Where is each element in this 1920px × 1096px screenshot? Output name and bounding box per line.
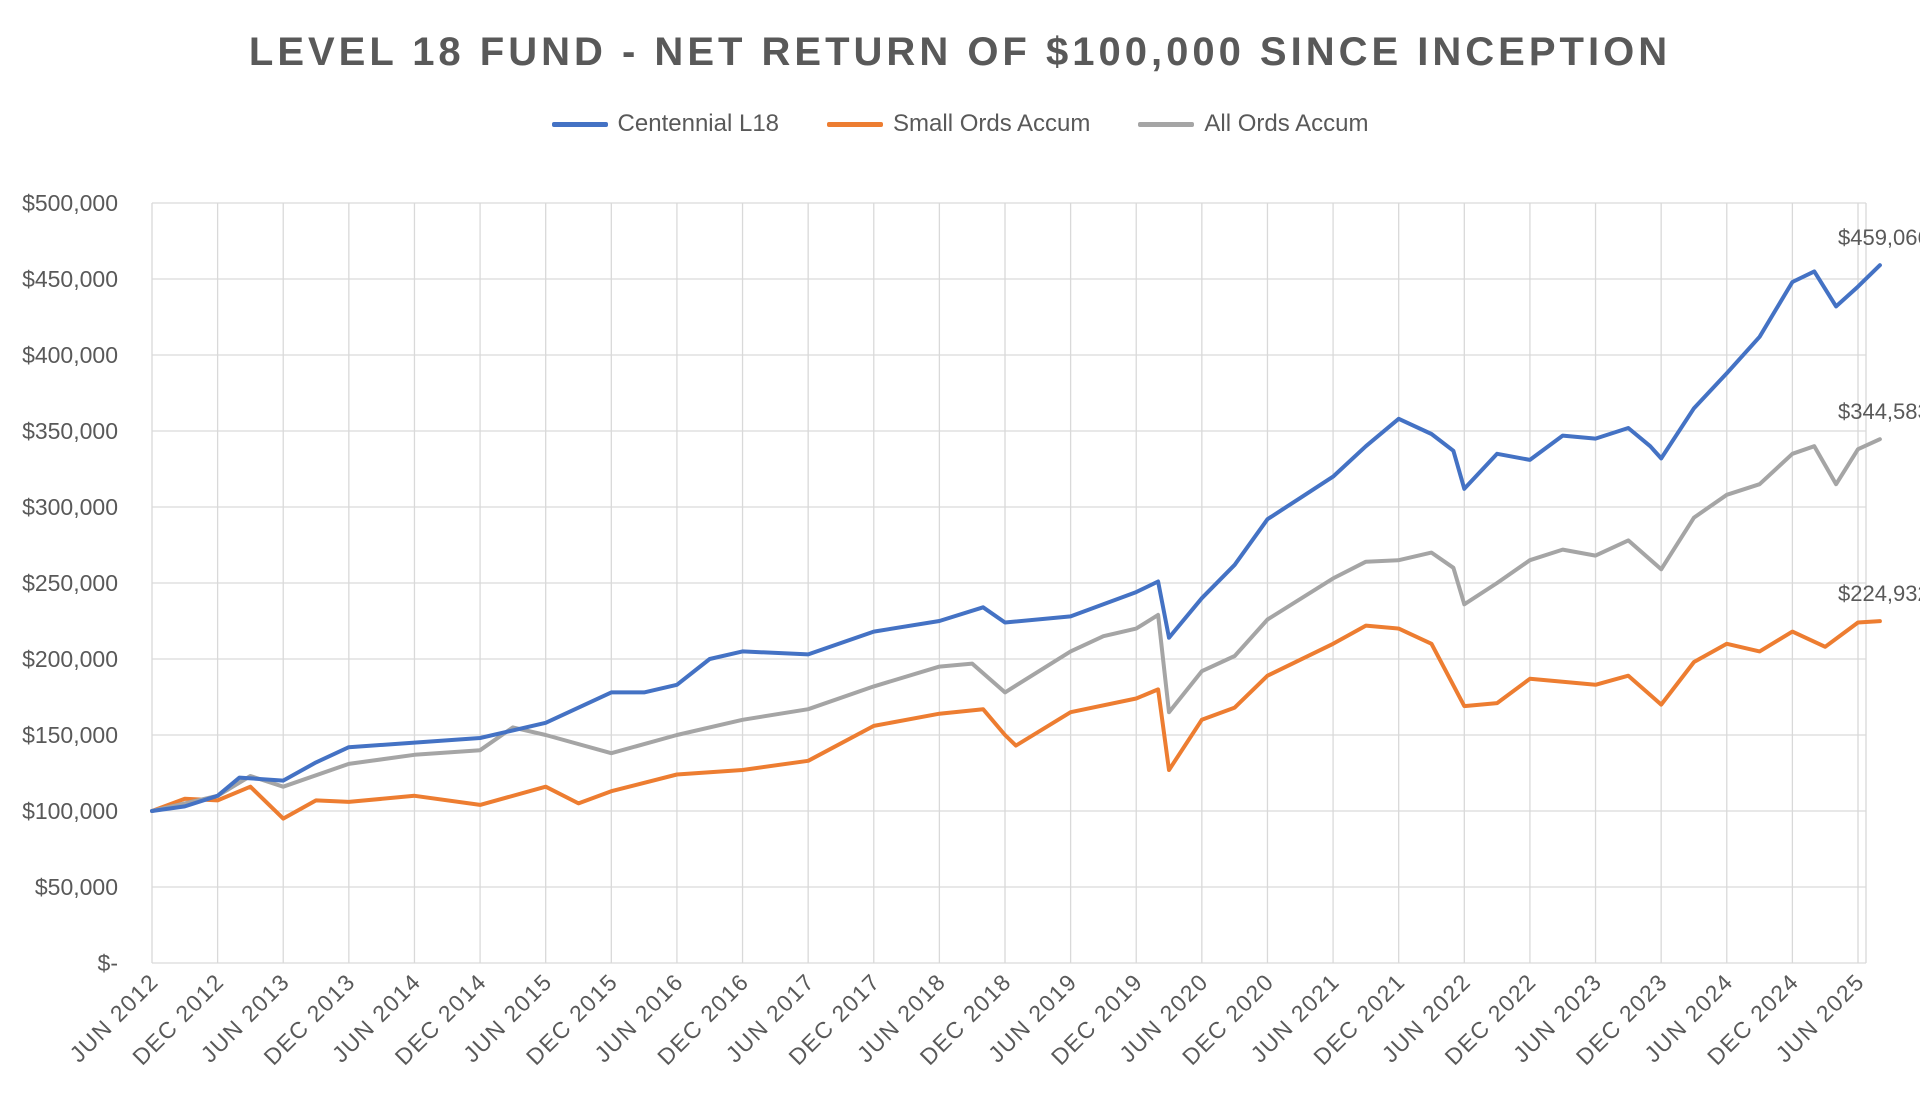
series-line-small-ords-accum <box>150 619 1882 821</box>
y-tick-label: $450,000 <box>22 266 118 292</box>
y-tick-label: $250,000 <box>22 570 118 596</box>
series-line-all-ords-accum <box>150 437 1882 813</box>
y-tick-label: $200,000 <box>22 646 118 672</box>
y-tick-label: $350,000 <box>22 418 118 444</box>
data-label: $344,583 <box>1838 399 1920 424</box>
y-tick-label: $100,000 <box>22 798 118 824</box>
y-tick-label: $300,000 <box>22 494 118 520</box>
legend-swatch-small-ords <box>827 121 884 127</box>
y-tick-label: $500,000 <box>22 190 118 216</box>
legend-label-centennial: Centennial L18 <box>617 110 780 137</box>
series-line-centennial-l18 <box>150 263 1882 813</box>
legend-swatch-centennial <box>551 121 608 127</box>
legend-label-small-ords: Small Ords Accum <box>893 110 1091 137</box>
legend-item-centennial: Centennial L18 <box>551 110 780 138</box>
y-tick-label: $- <box>98 950 118 976</box>
legend-label-all-ords: All Ords Accum <box>1204 110 1369 137</box>
data-label: $224,932 <box>1838 581 1920 606</box>
legend: Centennial L18 Small Ords Accum All Ords… <box>0 110 1920 138</box>
y-tick-label: $400,000 <box>22 342 118 368</box>
y-tick-label: $150,000 <box>22 722 118 748</box>
legend-item-small-ords: Small Ords Accum <box>827 110 1090 138</box>
y-tick-label: $50,000 <box>35 874 118 900</box>
chart-title: LEVEL 18 FUND - NET RETURN OF $100,000 S… <box>248 30 1672 74</box>
legend-item-all-ords: All Ords Accum <box>1138 110 1368 138</box>
legend-swatch-all-ords <box>1138 121 1195 127</box>
data-label: $459,066 <box>1838 225 1920 250</box>
